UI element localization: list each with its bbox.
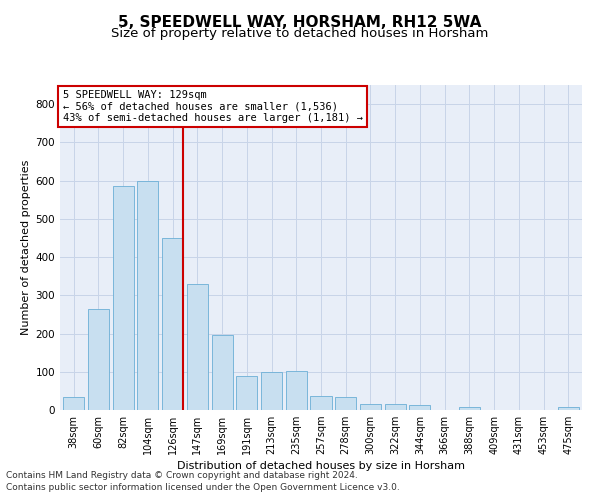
Bar: [459, 408, 480, 410]
Bar: [335, 398, 356, 410]
Bar: [286, 370, 307, 410]
Text: Contains HM Land Registry data © Crown copyright and database right 2024.: Contains HM Land Registry data © Crown c…: [6, 471, 358, 480]
Bar: [558, 408, 579, 410]
Bar: [310, 396, 332, 410]
Bar: [261, 372, 282, 410]
Bar: [63, 396, 84, 410]
Bar: [385, 404, 406, 410]
Text: Contains public sector information licensed under the Open Government Licence v3: Contains public sector information licen…: [6, 484, 400, 492]
Text: 5 SPEEDWELL WAY: 129sqm
← 56% of detached houses are smaller (1,536)
43% of semi: 5 SPEEDWELL WAY: 129sqm ← 56% of detache…: [62, 90, 362, 123]
Text: Size of property relative to detached houses in Horsham: Size of property relative to detached ho…: [112, 28, 488, 40]
Text: 5, SPEEDWELL WAY, HORSHAM, RH12 5WA: 5, SPEEDWELL WAY, HORSHAM, RH12 5WA: [118, 15, 482, 30]
X-axis label: Distribution of detached houses by size in Horsham: Distribution of detached houses by size …: [177, 462, 465, 471]
Bar: [113, 186, 134, 410]
Bar: [212, 336, 233, 410]
Bar: [360, 404, 381, 410]
Bar: [162, 238, 183, 410]
Bar: [137, 180, 158, 410]
Y-axis label: Number of detached properties: Number of detached properties: [22, 160, 31, 335]
Bar: [409, 405, 430, 410]
Bar: [236, 376, 257, 410]
Bar: [88, 308, 109, 410]
Bar: [187, 284, 208, 410]
